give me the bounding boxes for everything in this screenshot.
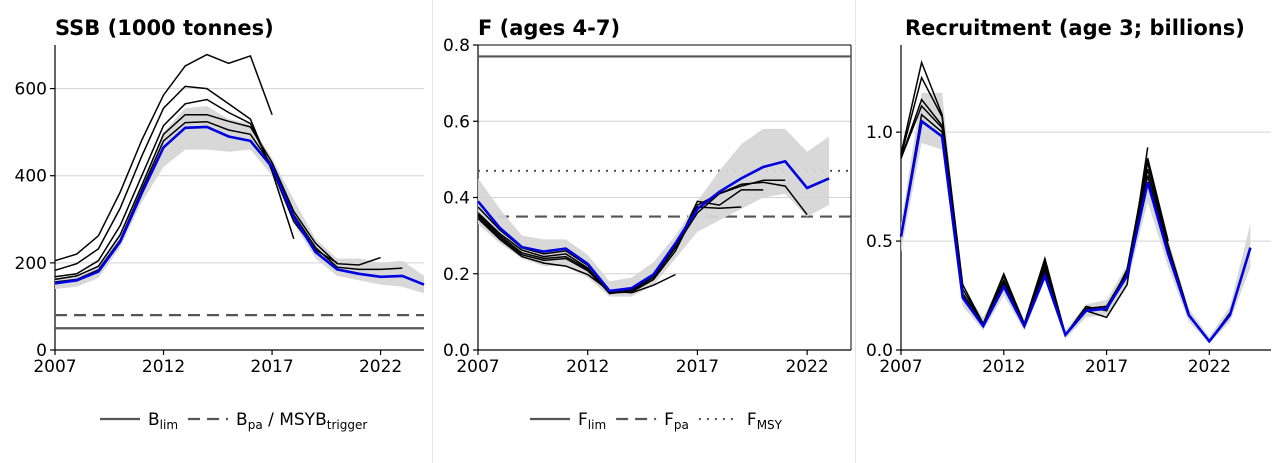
retrospective-line — [54, 113, 381, 281]
legend-label: Bpa / MSYBtrigger — [236, 410, 367, 432]
x-tick-label: 2017 — [250, 357, 293, 377]
retrospective-line — [477, 217, 676, 294]
current-assessment-line — [899, 118, 1252, 344]
x-tick-label: 2022 — [785, 357, 828, 377]
x-tick-label: 2012 — [982, 357, 1025, 377]
retrospective-line — [54, 53, 273, 262]
confidence-band — [478, 128, 830, 297]
x-tick-label: 2012 — [142, 357, 185, 377]
retrospective-line — [54, 98, 338, 278]
panel-separator — [855, 0, 856, 463]
x-tick-label: 2007 — [456, 357, 499, 377]
x-tick-label: 2022 — [1188, 357, 1231, 377]
y-tick-label: 0.5 — [866, 232, 893, 252]
x-tick-label: 2012 — [566, 357, 609, 377]
y-tick-label: 0 — [36, 341, 47, 361]
x-tick-label: 2007 — [879, 357, 922, 377]
y-tick-label: 0.6 — [443, 112, 470, 132]
chart-title: F (ages 4-7) — [478, 16, 620, 40]
chart-title: Recruitment (age 3; billions) — [905, 16, 1245, 40]
retrospective-line — [54, 85, 295, 272]
y-tick-label: 0.8 — [443, 36, 470, 56]
y-tick-label: 600 — [15, 80, 47, 100]
confidence-band — [55, 106, 424, 294]
x-tick-label: 2017 — [676, 357, 719, 377]
chart-title: SSB (1000 tonnes) — [55, 16, 274, 40]
y-tick-label: 0.0 — [866, 341, 893, 361]
legend-label: Fpa — [664, 410, 689, 432]
current-assessment-line — [54, 125, 425, 286]
retrospective-line — [900, 113, 1231, 343]
panel-separator — [432, 0, 433, 463]
x-tick-label: 2017 — [1085, 357, 1128, 377]
chart-panel-1: F (ages 4-7) 0.0 0.2 0.4 0.6 0.8 2007 2012 2017 2… — [443, 16, 852, 432]
x-tick-label: 2022 — [359, 357, 402, 377]
current-assessment-line — [476, 159, 830, 293]
y-tick-label: 200 — [15, 254, 47, 274]
chart-panel-2: Recruitment (age 3; billions) 0.0 0.5 1.0 20… — [866, 16, 1271, 377]
legend-label: FMSY — [747, 410, 783, 432]
y-tick-label: 400 — [15, 167, 47, 187]
y-tick-label: 0.0 — [443, 341, 470, 361]
y-tick-label: 0.2 — [443, 265, 470, 285]
legend-label: Blim — [148, 410, 178, 432]
chart-panel-0: SSB (1000 tonnes) 0 200 400 600 2007 2012 2017 2… — [15, 16, 425, 432]
y-tick-label: 0.4 — [443, 189, 470, 209]
retrospective-line — [477, 179, 786, 294]
x-tick-label: 2007 — [33, 357, 76, 377]
retrospective-line — [477, 206, 742, 294]
legend-label: Flim — [578, 410, 606, 432]
y-tick-label: 1.0 — [866, 123, 893, 143]
